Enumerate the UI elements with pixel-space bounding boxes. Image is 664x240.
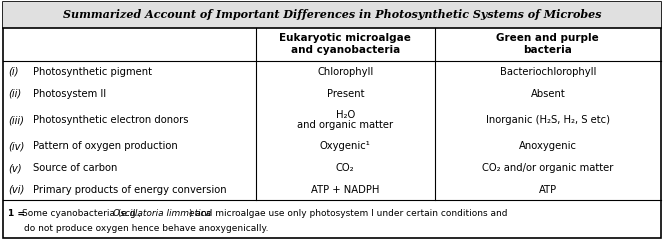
Text: Chlorophyll: Chlorophyll xyxy=(317,67,373,77)
Text: Absent: Absent xyxy=(531,89,565,99)
Text: (v): (v) xyxy=(8,163,22,173)
Text: Primary products of energy conversion: Primary products of energy conversion xyxy=(33,185,227,195)
Text: ) and microalgae use only photosystem I under certain conditions and: ) and microalgae use only photosystem I … xyxy=(189,209,508,218)
Text: (i): (i) xyxy=(8,67,19,77)
Text: Anoxygenic: Anoxygenic xyxy=(519,141,577,151)
Text: Green and purple: Green and purple xyxy=(497,33,599,43)
Text: ATP + NADPH: ATP + NADPH xyxy=(311,185,379,195)
Text: Photosynthetic pigment: Photosynthetic pigment xyxy=(33,67,152,77)
Text: (vi): (vi) xyxy=(8,185,25,195)
Text: Eukaryotic microalgae: Eukaryotic microalgae xyxy=(280,33,411,43)
Text: Oscillatoria limmetica: Oscillatoria limmetica xyxy=(113,209,210,218)
Text: bacteria: bacteria xyxy=(523,45,572,55)
Text: Present: Present xyxy=(327,89,364,99)
Text: ATP: ATP xyxy=(539,185,557,195)
Bar xyxy=(3,2,661,28)
Text: 1 =: 1 = xyxy=(8,209,28,218)
Text: Pattern of oxygen production: Pattern of oxygen production xyxy=(33,141,178,151)
Text: Oxygenic¹: Oxygenic¹ xyxy=(320,141,371,151)
Text: and organic matter: and organic matter xyxy=(297,120,393,130)
Text: Photosystem II: Photosystem II xyxy=(33,89,106,99)
Text: (ii): (ii) xyxy=(8,89,21,99)
Text: Photosynthetic electron donors: Photosynthetic electron donors xyxy=(33,115,189,125)
Text: CO₂ and/or organic matter: CO₂ and/or organic matter xyxy=(482,163,614,173)
Text: (iv): (iv) xyxy=(8,141,25,151)
Text: Source of carbon: Source of carbon xyxy=(33,163,118,173)
Text: Some cyanobacteria (e.g.,: Some cyanobacteria (e.g., xyxy=(22,209,144,218)
Text: Inorganic (H₂S, H₂, S etc): Inorganic (H₂S, H₂, S etc) xyxy=(486,115,610,125)
Text: (iii): (iii) xyxy=(8,115,24,125)
Text: Bacteriochlorophyll: Bacteriochlorophyll xyxy=(499,67,596,77)
Text: CO₂: CO₂ xyxy=(336,163,355,173)
Text: Summarized Account of Important Differences in Photosynthetic Systems of Microbe: Summarized Account of Important Differen… xyxy=(63,9,601,20)
Text: and cyanobacteria: and cyanobacteria xyxy=(291,45,400,55)
Text: H₂O: H₂O xyxy=(336,110,355,120)
Text: do not produce oxygen hence behave anoxygenically.: do not produce oxygen hence behave anoxy… xyxy=(24,224,268,234)
